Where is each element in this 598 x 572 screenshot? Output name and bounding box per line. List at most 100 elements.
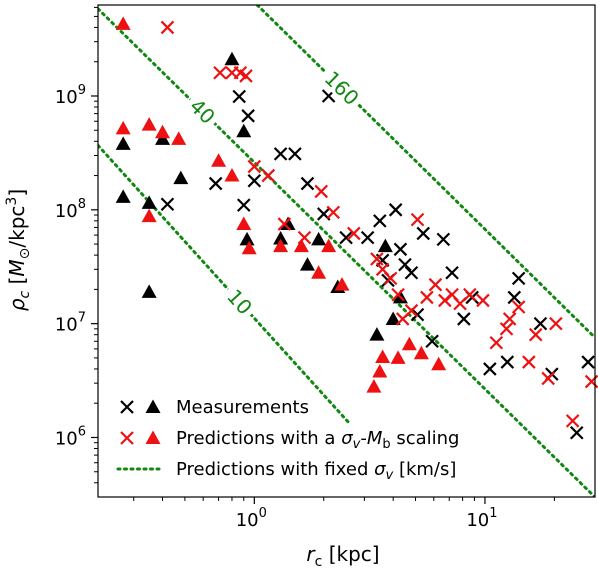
fixed-sigma-lines (98, 5, 595, 497)
triangle-marker (173, 170, 189, 185)
axis-ticks: 100 101 106 107 108 109 (55, 6, 555, 531)
y-tick-label: 106 (55, 424, 86, 449)
triangle-marker (413, 345, 429, 360)
x-marker (445, 265, 459, 280)
triangle-marker (273, 238, 289, 253)
x-marker (511, 271, 526, 286)
x-marker (404, 303, 419, 318)
triangle-marker (224, 168, 240, 182)
x-marker (428, 277, 443, 292)
x-axis-label: rc [kpc] (306, 542, 379, 570)
triangle-marker (211, 153, 227, 167)
x-marker (120, 400, 134, 414)
legend-label-scaling: Predictions with a σv-Mb scaling (176, 428, 459, 452)
triangle-marker (115, 189, 131, 203)
x-marker (476, 293, 490, 308)
x-marker (502, 312, 517, 326)
triangle-marker (145, 430, 161, 444)
triangle-marker (171, 131, 187, 145)
x-marker (507, 290, 522, 305)
x-marker (383, 271, 398, 286)
x-marker (541, 371, 555, 386)
triangle-marker (115, 120, 131, 135)
x-marker (569, 425, 584, 440)
x-marker (581, 355, 595, 369)
x-marker (370, 252, 384, 266)
triangle-marker (311, 231, 327, 246)
x-marker (326, 205, 341, 220)
triangle-marker (321, 238, 337, 253)
x-marker (391, 287, 405, 302)
legend: Measurements Predictions with a σv-Mb sca… (116, 397, 459, 483)
triangle-marker (299, 257, 315, 271)
triangle-marker (385, 311, 401, 325)
x-marker (300, 176, 315, 191)
fixed-sigma-line-40 (98, 7, 595, 497)
y-tick-label: 107 (55, 311, 86, 336)
x-marker (398, 257, 412, 272)
triangle-marker (155, 124, 171, 139)
x-marker (483, 362, 497, 376)
x-marker (339, 230, 353, 245)
triangle-marker (377, 238, 393, 253)
triangle-marker (390, 350, 406, 364)
plot-frame (97, 4, 596, 498)
triangle-marker (141, 284, 157, 298)
y-axis-label: ρc [M⊙/kpc3] (4, 189, 33, 311)
x-marker (420, 290, 434, 305)
x-marker (232, 89, 246, 104)
x-marker (160, 20, 175, 35)
x-marker (565, 414, 580, 428)
data-points (115, 16, 598, 440)
x-marker (160, 197, 175, 211)
triangle-marker (239, 231, 255, 246)
x-marker (261, 168, 276, 183)
x-marker (533, 316, 548, 331)
line-label-background (183, 90, 223, 131)
x-marker (297, 230, 312, 245)
x-marker (388, 203, 403, 217)
x-marker (208, 176, 223, 191)
x-marker (489, 335, 504, 350)
triangle-marker (115, 136, 131, 150)
legend-label-measurements: Measurements (176, 397, 309, 418)
x-marker (236, 198, 251, 212)
triangle-marker (115, 16, 131, 30)
x-marker (584, 374, 598, 389)
legend-label-fixed-sigma: Predictions with fixed σv [km/s] (176, 459, 456, 483)
y-tick-label: 108 (55, 197, 86, 222)
triangle-marker (431, 356, 447, 371)
x-marker (120, 431, 134, 445)
x-marker (314, 184, 328, 199)
triangle-marker (224, 51, 240, 66)
triangle-marker (366, 379, 382, 393)
line-label-background (317, 63, 367, 112)
x-marker (410, 307, 425, 322)
x-marker (499, 322, 514, 336)
x-marker (511, 300, 526, 314)
x-marker (247, 159, 262, 174)
triangle-marker (372, 363, 388, 378)
y-tick-label: 109 (55, 83, 86, 108)
x-tick-label: 101 (466, 506, 497, 531)
x-marker (549, 316, 563, 331)
triangle-marker (141, 208, 157, 223)
x-tick-label: 100 (236, 506, 267, 531)
x-marker (457, 312, 471, 326)
x-marker (463, 287, 477, 302)
triangle-marker (401, 336, 417, 351)
x-marker (410, 212, 425, 227)
x-marker (277, 217, 292, 231)
triangle-marker (369, 327, 385, 341)
x-marker (347, 226, 361, 241)
x-marker (288, 147, 302, 161)
line-label-background (220, 281, 260, 322)
x-marker (416, 226, 431, 241)
fixed-sigma-line-10 (98, 143, 353, 427)
x-marker (373, 214, 387, 228)
x-marker (360, 230, 375, 245)
triangle-marker (145, 399, 161, 413)
triangle-marker (375, 349, 391, 363)
